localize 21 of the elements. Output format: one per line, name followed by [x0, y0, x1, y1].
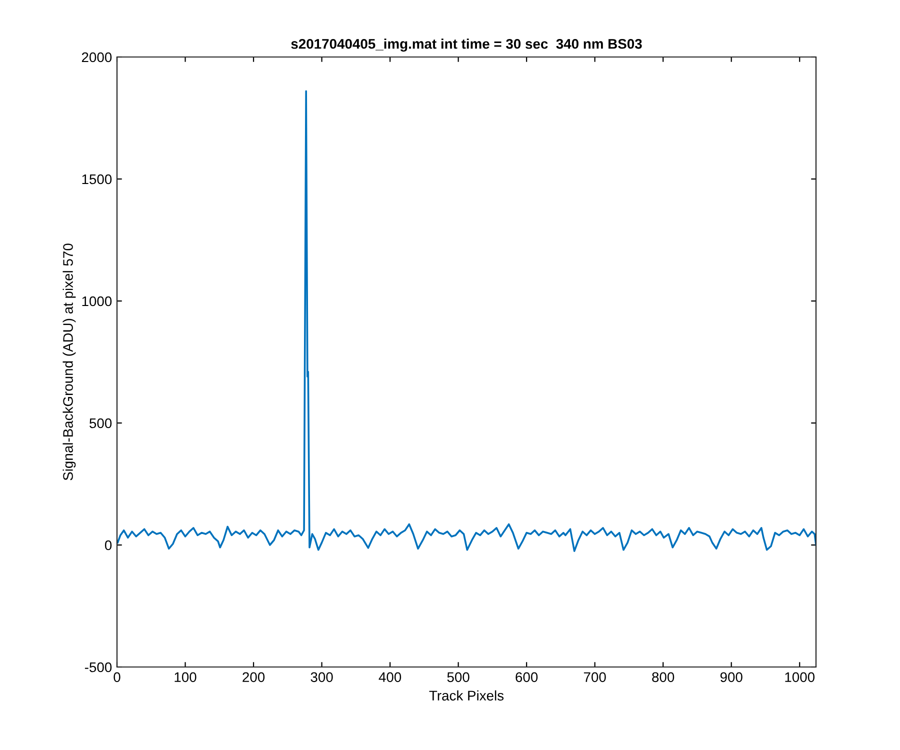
x-tick-label: 0: [114, 672, 120, 682]
y-tick-label: 1000: [82, 296, 112, 306]
x-tick-label: 900: [720, 672, 742, 682]
chart-title: s2017040405_img.mat int time = 30 sec 340 nm BS03: [291, 38, 642, 52]
x-tick-label: 100: [174, 672, 196, 682]
y-tick-label: 500: [90, 418, 112, 428]
x-tick-label: 300: [310, 672, 333, 682]
x-axis-title: Track Pixels: [429, 690, 504, 701]
line-series: [117, 90, 816, 552]
y-tick-label: -500: [84, 662, 112, 672]
x-tick-label: 600: [516, 672, 538, 682]
x-tick-label: 500: [447, 672, 470, 682]
y-axis-title: Signal-BackGround (ADU) at pixel 570: [62, 244, 76, 480]
x-tick-label: 1000: [785, 672, 815, 682]
y-tick-label: 2000: [82, 52, 112, 62]
y-tick-label: 1500: [82, 174, 112, 184]
y-tick-label: 0: [104, 540, 112, 550]
x-tick-label: 400: [378, 672, 402, 682]
x-tick-label: 800: [652, 672, 674, 682]
x-tick-label: 700: [584, 672, 606, 682]
x-tick-label: 200: [242, 672, 265, 682]
